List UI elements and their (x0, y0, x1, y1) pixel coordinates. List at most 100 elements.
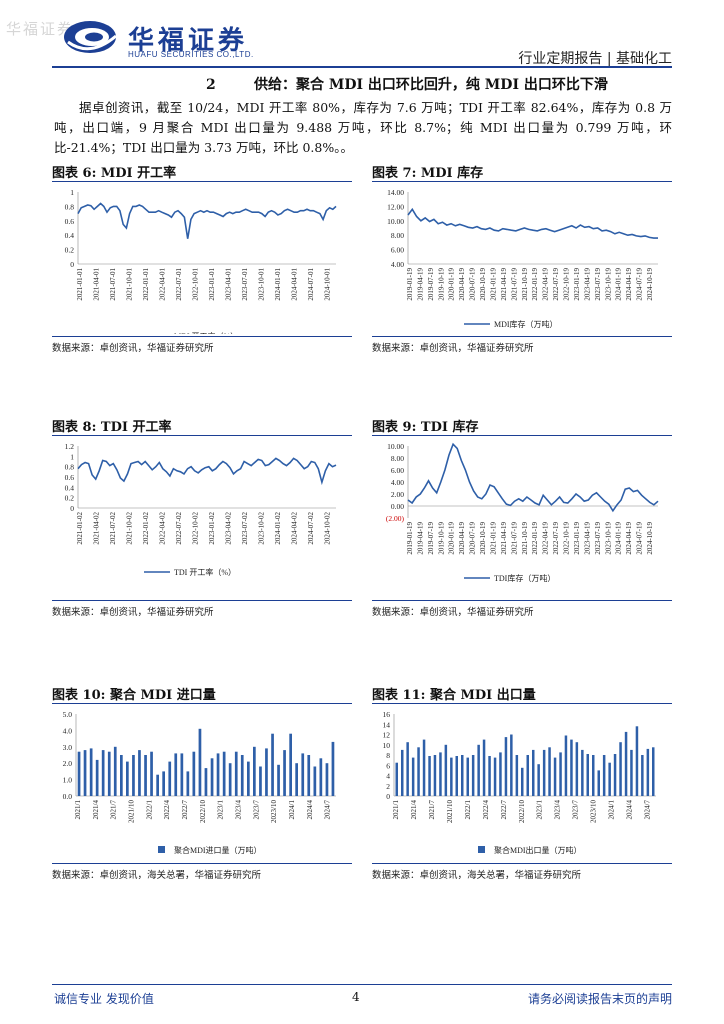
x-tick-label: 2023-01-19 (573, 268, 581, 301)
bar (542, 749, 546, 796)
legend-label: TDI 开工率（%） (174, 567, 236, 577)
section-number: 2 (206, 77, 216, 93)
x-tick-label: 2022/7 (181, 800, 189, 820)
x-tick-label: 2020-10-19 (479, 522, 487, 555)
figure-top-rule (52, 181, 352, 182)
y-tick-label: 0.6 (65, 473, 75, 482)
bar (210, 758, 214, 796)
bar (234, 751, 238, 796)
x-tick-label: 2019-01-19 (406, 268, 414, 301)
series-line (77, 202, 337, 239)
x-tick-label: 2019-07-19 (427, 522, 435, 555)
y-tick-label: 0.8 (65, 202, 75, 211)
y-tick-label: 4 (386, 772, 390, 781)
x-tick-label: 2022-01-19 (531, 522, 539, 555)
x-tick-label: 2023-04-19 (583, 522, 591, 555)
bar (192, 751, 196, 796)
bar (482, 739, 486, 796)
x-tick-label: 2024-07-19 (636, 522, 644, 555)
x-tick-label: 2021-01-19 (489, 522, 497, 555)
bar (77, 751, 81, 796)
bar (113, 746, 117, 796)
x-tick-label: 2023-01-02 (208, 512, 216, 545)
bar (138, 750, 141, 796)
bar (559, 752, 562, 796)
x-tick-label: 2024/1 (288, 800, 296, 820)
figure-source: 数据来源：卓创资讯，海关总署，华福证券研究所 (372, 870, 582, 881)
y-tick-label: 0.4 (65, 483, 75, 492)
y-tick-label: 6 (386, 761, 390, 770)
paragraph-text: 据卓创资讯，截至 10/24，MDI 开工率 80%，库存为 7.6 万吨；TD… (54, 100, 672, 155)
x-tick-label: 2023/1 (217, 800, 225, 820)
x-tick-label: 2022-04-19 (542, 522, 550, 555)
bar (564, 735, 568, 796)
y-tick-label: 5.0 (63, 710, 73, 719)
x-tick-label: 2024-04-19 (625, 268, 633, 301)
footer-slogan: 诚信专业 发现价值 (54, 992, 154, 1006)
x-tick-label: 2021-07-01 (109, 268, 117, 301)
x-tick-label: 2021-01-01 (76, 268, 84, 301)
bar (156, 774, 159, 796)
x-tick-label: 2020-07-19 (469, 522, 477, 555)
legend-label: 聚合MDI出口量（万吨） (494, 845, 582, 855)
x-tick-label: 2019-10-19 (437, 268, 445, 301)
x-tick-label: 2022/10 (518, 800, 526, 823)
figure-source: 数据来源：卓创资讯，华福证券研究所 (52, 607, 214, 618)
x-tick-label: 2020-10-19 (479, 268, 487, 301)
bar (228, 763, 232, 796)
y-tick-label: 0.6 (65, 217, 75, 226)
x-tick-label: 2022-07-19 (552, 268, 560, 301)
bar (313, 766, 317, 796)
report-type: 行业定期报告 | 基础化工 (518, 51, 672, 67)
bar (493, 757, 497, 796)
legend-swatch (478, 846, 485, 853)
legend-label: 聚合MDI进口量（万吨） (174, 845, 262, 855)
bar (439, 752, 442, 796)
bar (277, 764, 280, 796)
bar (301, 753, 305, 796)
y-tick-label: 14.00 (387, 188, 404, 197)
x-tick-label: 2022-07-02 (175, 512, 183, 545)
bar (471, 755, 475, 796)
x-tick-label: 2021/10 (446, 800, 454, 823)
x-tick-label: 2021/10 (127, 800, 135, 823)
x-tick-label: 2024-01-02 (274, 512, 282, 545)
x-tick-label: 2021/4 (410, 800, 418, 820)
x-tick-label: 2022-01-01 (142, 268, 150, 301)
x-tick-label: 2023-10-01 (258, 268, 266, 301)
bar (289, 733, 292, 796)
bar (602, 755, 606, 796)
x-tick-label: 2022/7 (500, 800, 508, 820)
figure-top-rule (372, 181, 672, 182)
x-tick-label: 2024-04-02 (291, 512, 299, 545)
y-tick-label: 4.00 (391, 260, 404, 269)
y-tick-label: 0.8 (65, 463, 75, 472)
bar (325, 763, 329, 796)
x-tick-label: 2020-04-19 (458, 522, 466, 555)
x-tick-label: 2024-10-19 (646, 522, 654, 555)
y-tick-label: 0 (70, 260, 74, 269)
x-tick-label: 2024/7 (644, 800, 652, 820)
x-tick-label: 2021-07-02 (109, 512, 117, 545)
x-tick-label: 2019-04-19 (416, 522, 424, 555)
x-tick-label: 2022/1 (464, 800, 472, 820)
x-tick-label: 2022-04-01 (159, 268, 167, 301)
bar (395, 762, 398, 796)
legend-label: MDI库存（万吨） (494, 319, 558, 329)
chart-8: 00.2 0.40.60.8 11.2 2021-01-02 2021-04-02 202… (65, 442, 337, 577)
bar (553, 757, 557, 796)
body-paragraph: 据卓创资讯，截至 10/24，MDI 开工率 80%，库存为 7.6 万吨；TD… (54, 98, 672, 158)
chart-10: 0.0 1.0 2.0 3.0 4.0 5.0 2021/1 2021/4 2021/7 2021… (63, 710, 336, 855)
watermark-text: 华福证券 (6, 20, 75, 38)
x-tick-label: 2024-04-01 (291, 268, 299, 301)
figure-bottom-rule (372, 336, 672, 337)
x-tick-label: 2023/10 (590, 800, 598, 823)
y-tick-label: 8.00 (391, 454, 404, 463)
x-tick-label: 2021-07-19 (510, 268, 518, 301)
x-tick-label: 2021/7 (110, 800, 118, 820)
bar (204, 768, 208, 796)
bar (504, 737, 508, 796)
x-tick-label: 2021-01-02 (76, 512, 84, 545)
x-tick-label: 2023-07-02 (241, 512, 249, 545)
